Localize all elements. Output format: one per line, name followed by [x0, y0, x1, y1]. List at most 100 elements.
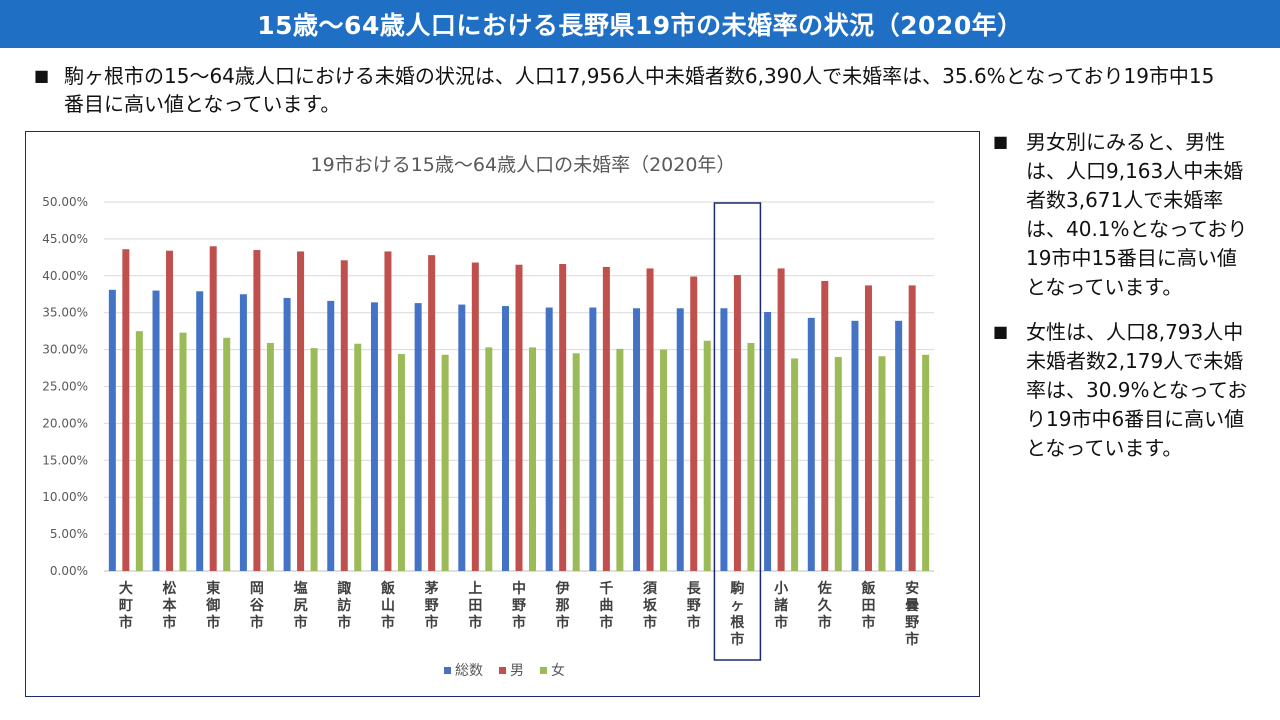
bullet-square-icon: ■ [34, 66, 50, 85]
bar-total [239, 294, 247, 571]
bar-total [414, 303, 422, 571]
x-tick-label-char: 伊 [555, 580, 570, 597]
x-tick-label-char: 大 [119, 580, 133, 597]
bar-total [502, 306, 509, 571]
bar-male [777, 268, 785, 571]
bar-male [297, 251, 305, 572]
x-tick-label-char: 久 [817, 597, 833, 614]
x-tick-label-char: 野 [687, 598, 701, 614]
y-tick-label: 10.00% [42, 490, 88, 504]
bar-female [135, 331, 143, 571]
x-tick-label-char: 須 [642, 581, 658, 597]
chart-panel: 19市おける15歳～64歳人口の未婚率（2020年） 0.00% 5.00% 10.0… [25, 131, 980, 697]
x-tick-label-char: 市 [425, 614, 439, 631]
bar-female [485, 347, 493, 571]
legend-label: 総数 [455, 663, 483, 679]
female-note-text: 女性は、人口8,793人中未婚者数2,179人で未婚率は、30.9%となっており… [1026, 320, 1248, 460]
y-tick-label: 20.00% [42, 416, 88, 430]
bar-total [589, 307, 597, 571]
bar-male [602, 266, 610, 571]
bar-total [152, 290, 160, 571]
bar-total [458, 304, 466, 571]
x-tick-label-char: 市 [250, 614, 264, 631]
bar-total [196, 291, 204, 571]
x-tick-label-char: 塩 [294, 580, 308, 597]
x-tick-label-char: 市 [730, 631, 744, 648]
unmarried-rate-chart: 19市おける15歳～64歳人口の未婚率（2020年） 0.00% 5.00% 10.0… [42, 154, 934, 679]
bar-total [807, 317, 815, 571]
y-tick-label: 15.00% [42, 453, 88, 467]
y-tick-label: 25.00% [42, 380, 88, 394]
legend-swatch [540, 667, 547, 674]
bar-male [122, 249, 130, 571]
x-tick-label-char: 佐 [817, 580, 832, 597]
bar-male [515, 264, 523, 571]
y-tick-label: 50.00% [42, 195, 88, 209]
x-tick-label-char: 田 [861, 598, 875, 614]
x-tick-label-char: 曲 [599, 597, 613, 614]
x-tick-label-char: 茅 [425, 580, 439, 597]
intro-text: 駒ヶ根市の15～64歳人口における未婚の状況は、人口17,956人中未婚者数6,… [64, 64, 1215, 116]
bar-female [441, 354, 449, 571]
bar-male [428, 255, 436, 572]
y-tick-label: 30.00% [42, 343, 88, 357]
x-tick-label-char: 市 [337, 614, 351, 631]
legend-label: 女 [551, 662, 565, 679]
x-tick-label-char: 長 [687, 581, 702, 597]
bar-total [851, 320, 859, 571]
bar-total [370, 302, 378, 571]
bar-male [340, 260, 348, 571]
x-tick-label-char: 野 [512, 598, 526, 614]
bar-female [310, 348, 318, 571]
bar-male [253, 249, 261, 571]
bar-male [471, 262, 479, 571]
x-tick-label-char: 谷 [250, 598, 265, 614]
bar-total [108, 289, 116, 571]
x-tick-label-char: 市 [556, 614, 570, 631]
bar-total [283, 297, 291, 571]
bar-male [821, 280, 829, 571]
x-tick-label-char: 曇 [905, 598, 919, 614]
bar-female [179, 332, 187, 571]
x-tick-label-char: 山 [381, 598, 395, 614]
x-tick-label-char: 市 [599, 614, 613, 631]
x-tick-label-char: 市 [774, 614, 788, 631]
bar-total [720, 308, 728, 571]
bar-male [384, 251, 392, 572]
y-tick-label: 35.00% [42, 306, 88, 320]
chart-title: 19市おける15歳～64歳人口の未婚率（2020年） [311, 154, 736, 176]
y-tick-label: 40.00% [42, 269, 88, 283]
x-tick-label-char: 中 [512, 580, 526, 597]
bar-male [646, 268, 654, 571]
bar-female [878, 356, 886, 571]
bar-female [616, 348, 624, 571]
bar-male [908, 285, 916, 571]
x-tick-label-char: 飯 [860, 580, 876, 597]
x-tick-label-char: 市 [687, 614, 701, 631]
x-tick-label-char: 諏 [337, 580, 351, 597]
x-tick-label-char: 諸 [774, 597, 788, 614]
bar-male [733, 275, 741, 571]
x-tick-label-char: 市 [818, 614, 832, 631]
x-tick-label-char: 市 [381, 614, 395, 631]
page-title: 15歳～64歳人口における長野県19市の未婚率の状況（2020年） [0, 0, 1280, 48]
bar-total [633, 308, 641, 571]
legend-swatch [499, 667, 506, 674]
bar-female [354, 343, 362, 571]
x-tick-label-char: 野 [425, 598, 439, 614]
x-tick-label-char: 田 [468, 598, 482, 614]
x-tick-label-char: 町 [119, 598, 133, 614]
bar-total [895, 320, 903, 571]
bar-male [559, 263, 567, 571]
highlight-box [713, 202, 762, 661]
bar-female [834, 356, 842, 571]
bar-male [209, 246, 217, 571]
bar-female [223, 337, 231, 571]
bar-female [529, 347, 536, 571]
x-tick-label-char: 市 [643, 614, 657, 631]
y-tick-label: 0.00% [50, 564, 88, 578]
x-tick-label-char: 上 [468, 581, 482, 597]
x-tick-label-char: 駒 [730, 580, 744, 597]
bar-male [166, 250, 174, 571]
bar-female [397, 354, 405, 571]
